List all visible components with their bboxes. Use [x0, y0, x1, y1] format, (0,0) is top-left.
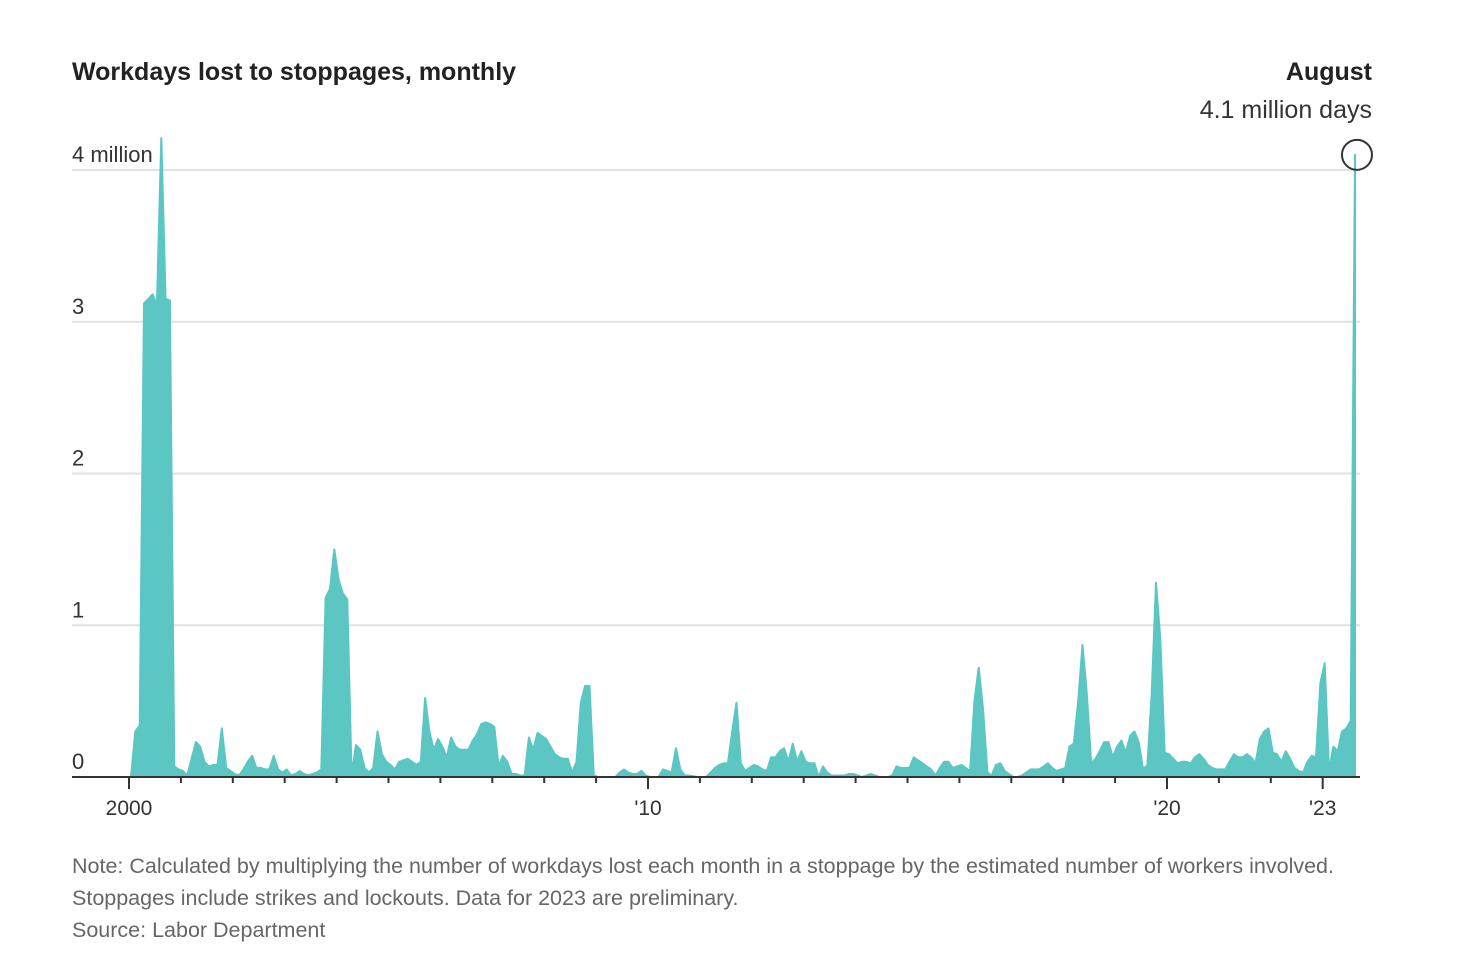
y-tick-label: 0 — [72, 749, 84, 774]
chart-notes: Note: Calculated by multiplying the numb… — [72, 850, 1392, 946]
y-tick-label: 2 — [72, 446, 84, 471]
x-axis-ticks: 2000 '10 '20 '23 — [106, 777, 1336, 820]
y-tick-label: 1 — [72, 597, 84, 622]
y-tick-label: 3 — [72, 294, 84, 319]
gridlines — [72, 169, 1360, 627]
annotation-value: 4.1 million days — [1200, 96, 1372, 124]
x-tick-label: '20 — [1153, 797, 1180, 820]
annotation-label: August — [1286, 58, 1373, 86]
x-tick-label: '10 — [634, 797, 661, 820]
data-points — [130, 138, 1355, 778]
x-tick-label: 2000 — [106, 797, 153, 820]
area-series — [130, 137, 1356, 778]
note-text: Note: Calculated by multiplying the numb… — [72, 854, 1334, 910]
y-axis-labels: 0 1 2 3 4 million — [72, 142, 153, 774]
x-tick-label: '23 — [1309, 797, 1336, 820]
chart-title: Workdays lost to stoppages, monthly — [72, 58, 516, 86]
highlight-circle — [1340, 138, 1373, 171]
y-tick-label: 4 million — [72, 142, 153, 167]
source-text: Source: Labor Department — [72, 918, 326, 942]
